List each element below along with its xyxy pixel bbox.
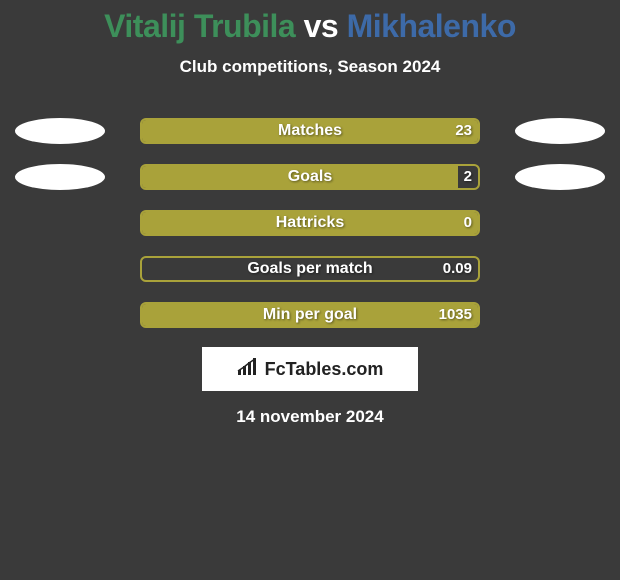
stat-row: Goals per match0.09 — [0, 255, 620, 283]
stat-bar-track — [140, 118, 480, 144]
subtitle: Club competitions, Season 2024 — [0, 57, 620, 77]
stat-row: Min per goal1035 — [0, 301, 620, 329]
stat-bar-track — [140, 210, 480, 236]
player1-avatar-ellipse — [15, 164, 105, 190]
stat-bar-track — [140, 256, 480, 282]
stat-bar-fill-left — [142, 212, 478, 234]
player1-name: Vitalij Trubila — [104, 8, 295, 44]
player2-avatar-ellipse — [515, 164, 605, 190]
logo-text: FcTables.com — [265, 359, 384, 380]
logo-box[interactable]: FcTables.com — [202, 347, 418, 391]
player2-avatar-ellipse — [515, 118, 605, 144]
stat-row: Matches23 — [0, 117, 620, 145]
player2-name: Mikhalenko — [347, 8, 516, 44]
player1-avatar-ellipse — [15, 118, 105, 144]
stat-bar-fill-left — [142, 304, 478, 326]
title-vs: vs — [304, 8, 339, 44]
stat-bar-fill-left — [142, 166, 458, 188]
page-title: Vitalij Trubila vs Mikhalenko — [0, 8, 620, 45]
date-line: 14 november 2024 — [0, 407, 620, 427]
comparison-container: Vitalij Trubila vs Mikhalenko Club compe… — [0, 0, 620, 427]
stat-row: Goals2 — [0, 163, 620, 191]
stat-row: Hattricks0 — [0, 209, 620, 237]
bar-chart-icon — [237, 358, 259, 381]
stat-bar-fill-left — [142, 120, 478, 142]
stats-area: Matches23 Goals2 Hattricks0 Goals per match… — [0, 117, 620, 329]
stat-bar-track — [140, 164, 480, 190]
stat-bar-track — [140, 302, 480, 328]
